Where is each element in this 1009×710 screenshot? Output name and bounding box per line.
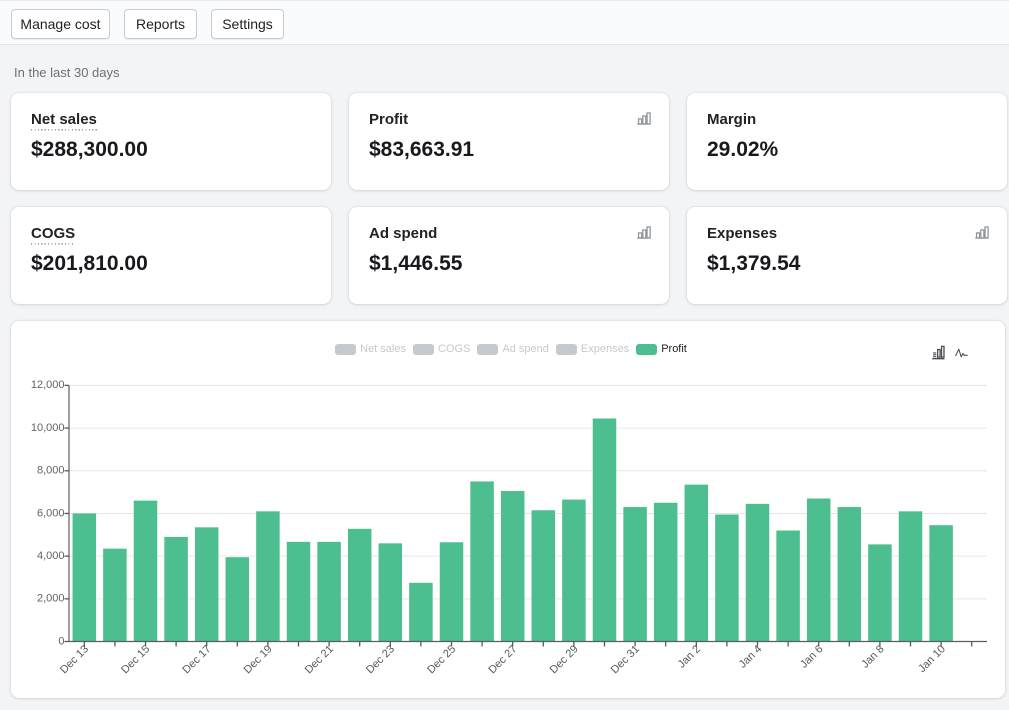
svg-text:10,000: 10,000 [31, 422, 65, 434]
svg-text:Dec 29: Dec 29 [548, 643, 581, 676]
svg-text:Jan 10: Jan 10 [916, 643, 948, 675]
svg-text:6,000: 6,000 [37, 507, 65, 519]
svg-text:Dec 19: Dec 19 [242, 643, 275, 676]
svg-text:Jan 6: Jan 6 [798, 643, 826, 671]
svg-text:Jan 2: Jan 2 [676, 643, 704, 671]
svg-text:Dec 21: Dec 21 [303, 643, 336, 676]
svg-text:Jan 4: Jan 4 [737, 643, 765, 671]
svg-text:Dec 13: Dec 13 [58, 643, 91, 676]
svg-text:Dec 25: Dec 25 [425, 643, 458, 676]
svg-text:0: 0 [58, 635, 64, 647]
svg-text:Dec 27: Dec 27 [486, 643, 519, 676]
svg-text:12,000: 12,000 [31, 379, 65, 391]
svg-text:Dec 17: Dec 17 [180, 643, 213, 676]
svg-text:Dec 15: Dec 15 [119, 643, 152, 676]
svg-text:Dec 23: Dec 23 [364, 643, 397, 676]
svg-text:Dec 31: Dec 31 [609, 643, 642, 676]
svg-text:8,000: 8,000 [37, 465, 65, 477]
svg-text:4,000: 4,000 [37, 550, 65, 562]
svg-text:2,000: 2,000 [37, 593, 65, 605]
svg-text:Jan 8: Jan 8 [859, 643, 887, 671]
